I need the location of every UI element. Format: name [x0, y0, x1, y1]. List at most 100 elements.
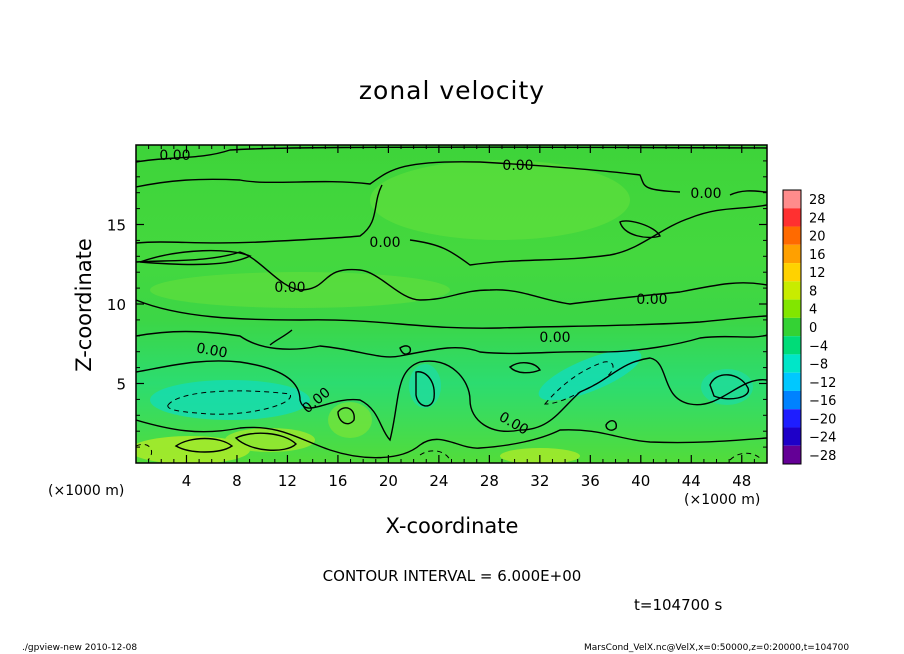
- contour-label: 0.00: [195, 340, 228, 361]
- y-tick-label: 5: [116, 376, 126, 394]
- positive-region-lobe: [328, 402, 372, 438]
- contour-line: [605, 420, 618, 431]
- colorbar-swatch: [783, 281, 801, 300]
- colorbar-label: −8: [809, 358, 828, 373]
- contour-line: [399, 345, 412, 355]
- negative-region-right: [538, 349, 642, 401]
- colorbar-label: −4: [809, 339, 828, 354]
- contour-line: [136, 251, 767, 305]
- contour-line: [409, 204, 767, 266]
- chart-title: zonal velocity: [358, 76, 546, 105]
- contour-label: 0.00: [539, 330, 570, 346]
- footer-data-source: MarsCond_VelX.nc@VelX,x=0:50000,z=0:2000…: [584, 643, 850, 653]
- colorbar-label: 4: [809, 303, 817, 318]
- colorbar-label: 12: [809, 266, 826, 281]
- x-axis-label-text: X-coordinate: [385, 514, 519, 538]
- y-tick-label: 15: [107, 217, 126, 235]
- colorbar-label: −28: [809, 449, 836, 464]
- colorbar-swatch: [783, 445, 801, 464]
- contour-line: [174, 437, 234, 453]
- colorbar-label: −24: [809, 431, 836, 446]
- colorbar-swatch: [783, 208, 801, 227]
- contour-line: [415, 371, 435, 407]
- contour-label: 0.00: [159, 148, 190, 164]
- colorbar-label: 16: [809, 248, 826, 263]
- colorbar-swatch: [783, 409, 801, 428]
- x-tick-label: 48: [732, 472, 751, 490]
- y-axis-label: Z-coordinate: [72, 238, 96, 372]
- x-axis-unit-right: (×1000 m): [684, 492, 761, 508]
- x-tick-label: 32: [530, 472, 549, 490]
- positive-region-bottom-left: [136, 436, 250, 463]
- x-tick-label: 8: [232, 472, 242, 490]
- x-tick-label: 24: [429, 472, 448, 490]
- negative-contours: [136, 361, 763, 461]
- negative-region-center: [409, 364, 441, 408]
- plot-area: [136, 145, 767, 463]
- contour-lines: [136, 146, 767, 459]
- x-tick-label: 44: [682, 472, 701, 490]
- contour-line: [136, 184, 383, 244]
- colorbar-label: −12: [809, 376, 836, 391]
- contour-line: [139, 249, 252, 266]
- colorbar-label: −20: [809, 412, 836, 427]
- contour-line: [337, 407, 355, 425]
- negative-contour-line: [167, 390, 291, 415]
- x-tick-label: 4: [182, 472, 192, 490]
- colorbar-swatch: [783, 336, 801, 355]
- colorbar-swatch: [783, 390, 801, 410]
- contour-line: [234, 432, 297, 451]
- contour-label: 0.00: [690, 186, 721, 202]
- colorbar-swatch: [783, 427, 801, 446]
- contour-line: [709, 374, 749, 400]
- y-axis: 5 10 15: [107, 160, 767, 448]
- colorbar-label: −16: [809, 394, 836, 409]
- contour-line: [136, 419, 767, 459]
- colorbar-label: 28: [809, 193, 826, 208]
- y-tick-label: 10: [107, 296, 126, 314]
- contour-label: 0.00: [274, 280, 305, 296]
- contour-line: [136, 357, 767, 442]
- x-tick-label: 36: [581, 472, 600, 490]
- colorbar-swatch: [783, 190, 801, 209]
- contour-line: [136, 299, 767, 329]
- contour-line: [619, 220, 661, 239]
- colorbar-swatch: [783, 354, 801, 373]
- x-tick-label: 28: [480, 472, 499, 490]
- contour-label: 0.00: [636, 292, 667, 308]
- x-tick-label: 16: [328, 472, 347, 490]
- contour-line: [729, 190, 767, 196]
- colorbar-swatch: [783, 299, 801, 318]
- colorbar: 28 24 20 16 12 8 4 0 −4 −8 −12 −16 −20 −24 −28: [782, 189, 836, 465]
- colorbar-swatch: [783, 226, 801, 245]
- contour-line: [269, 329, 293, 346]
- colorbar-label: 24: [809, 211, 826, 226]
- x-axis: 4 8 12 16 20 24 28 32 36 40 44 48: [148, 145, 755, 490]
- colorbar-label: 0: [809, 321, 817, 336]
- contour-interval-label: CONTOUR INTERVAL = 6.000E+00: [322, 567, 582, 585]
- contour-line: [136, 330, 767, 358]
- colorbar-swatch: [783, 317, 801, 337]
- x-axis-unit-left: (×1000 m): [48, 483, 125, 499]
- x-tick-label: 12: [278, 472, 297, 490]
- contour-line: [136, 146, 767, 163]
- negative-contour-line: [543, 361, 614, 405]
- colorbar-label: 20: [809, 230, 826, 245]
- colorbar-frame: [782, 189, 802, 465]
- colorbar-swatch: [783, 263, 801, 282]
- colorbar-swatch: [783, 244, 801, 264]
- x-tick-label: 40: [631, 472, 650, 490]
- negative-region-left: [150, 380, 310, 420]
- negative-contour-line: [136, 444, 152, 461]
- x-axis-label: X-coordinate: [0, 514, 904, 538]
- colorbar-swatch: [783, 372, 801, 391]
- contour-line: [136, 161, 681, 193]
- footer-program-date: ./gpview-new 2010-12-08: [22, 643, 138, 653]
- negative-contour-line: [419, 450, 451, 461]
- time-label: t=104700 s: [634, 596, 723, 614]
- contour-line: [508, 362, 542, 374]
- colorbar-label: 8: [809, 284, 817, 299]
- contour-label: 0.00: [369, 235, 400, 251]
- upper-light-region: [370, 160, 630, 240]
